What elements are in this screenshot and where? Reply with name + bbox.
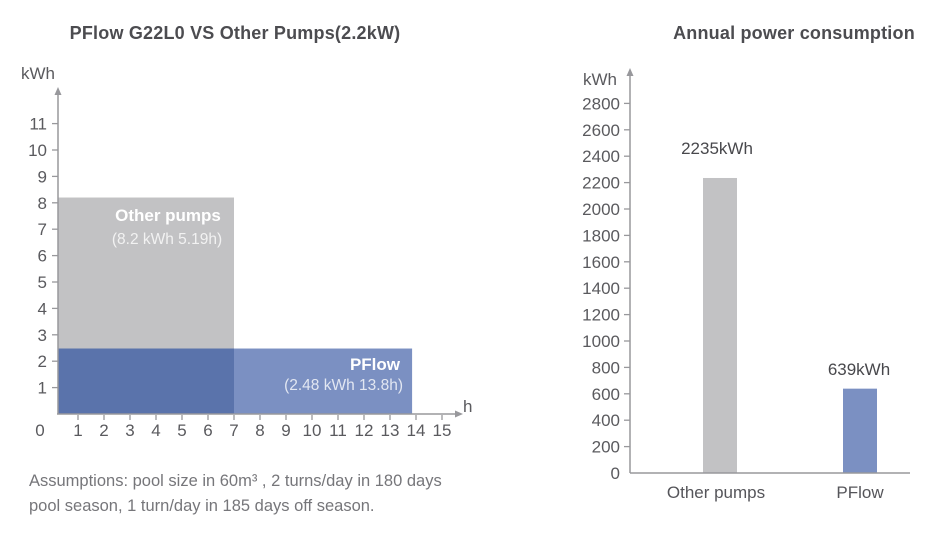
left-chart-title: PFlow G22L0 VS Other Pumps(2.2kW) [69, 23, 401, 43]
assumptions-line-1: Assumptions: pool size in 60m³ , 2 turns… [29, 472, 442, 490]
y-tick-label: 4 [38, 299, 47, 318]
energy-profile-chart-panel: 1 2 3 4 5 6 7 8 9 10 11 1 2 3 4 5 6 7 8 9 10 11 12 13 14 15 0 PFlo… [21, 23, 473, 519]
x-tick-label: 15 [433, 421, 452, 440]
x-tick-label: 14 [407, 421, 426, 440]
y-tick-label: 1000 [582, 332, 620, 351]
other-pumps-area-label: Other pumps [115, 206, 221, 225]
y-tick-label: 400 [592, 411, 620, 430]
x-tick-label: 10 [303, 421, 322, 440]
x-tick-label: 6 [203, 421, 212, 440]
y-tick-label: 9 [38, 167, 47, 186]
other-pumps-category-label: Other pumps [666, 483, 766, 502]
y-tick-label: 8 [38, 194, 47, 213]
y-tick-label: 3 [38, 326, 47, 345]
x-tick-label: 7 [229, 421, 238, 440]
x-tick-label: 8 [255, 421, 264, 440]
y-tick-label: 6 [38, 247, 47, 266]
x-tick-label: 3 [125, 421, 134, 440]
y-tick-label: 2000 [582, 200, 620, 219]
x-tick-label: 4 [151, 421, 160, 440]
pflow-area-detail: (2.48 kWh 13.8h) [284, 377, 403, 394]
y-tick-label: 200 [592, 438, 620, 457]
y-tick-label: 1800 [582, 226, 620, 245]
y-tick-label: 1 [38, 379, 47, 398]
pflow-area-label: PFlow [349, 355, 400, 374]
y-tick-label: 0 [611, 464, 620, 483]
other-pumps-value-label: 2235kWh [681, 139, 753, 158]
pflow-value-label: 639kWh [827, 360, 891, 379]
left-x-axis-unit-label: h [463, 397, 473, 416]
right-y-axis-arrow [626, 68, 634, 76]
y-tick-label: 5 [38, 273, 47, 292]
x-tick-label: 11 [329, 421, 347, 440]
annual-consumption-chart-panel: 0 200 400 600 800 1000 1200 1400 1600 1800 2000 220… [470, 0, 940, 537]
left-y-axis-unit-label: kWh [21, 64, 55, 83]
y-tick-label: 2600 [582, 121, 620, 140]
x-tick-label: 5 [177, 421, 186, 440]
pflow-category-label: PFlow [836, 483, 884, 502]
y-tick-label: 10 [28, 141, 47, 160]
left-x-axis-arrow [455, 410, 463, 418]
other-pumps-area-detail: (8.2 kWh 5.19h) [111, 231, 223, 248]
y-tick-label: 600 [592, 385, 620, 404]
y-tick-label: 2400 [582, 147, 620, 166]
y-tick-label: 2200 [582, 174, 620, 193]
annual-consumption-chart: 0 200 400 600 800 1000 1200 1400 1600 1800 2000 220… [582, 68, 910, 483]
x-tick-label: 12 [355, 421, 374, 440]
y-tick-label: 1400 [582, 279, 620, 298]
y-tick-label: 2 [38, 352, 47, 371]
y-tick-label: 1600 [582, 253, 620, 272]
left-y-axis-arrow [54, 87, 62, 95]
y-tick-label: 7 [38, 220, 47, 239]
assumptions-note: Assumptions: pool size in 60m³ , 2 turns… [29, 469, 442, 519]
y-tick-label: 1200 [582, 306, 620, 325]
origin-tick-label: 0 [35, 421, 44, 440]
right-chart-title: Annual power consumption [673, 23, 915, 43]
x-tick-label: 2 [99, 421, 108, 440]
y-tick-label: 800 [592, 358, 620, 377]
pflow-bar [843, 388, 877, 473]
x-tick-label: 9 [281, 421, 290, 440]
y-tick-label: 11 [29, 115, 47, 134]
x-tick-label: 1 [73, 421, 82, 440]
x-tick-label: 13 [381, 421, 400, 440]
assumptions-line-2: pool season, 1 turn/day in 185 days off … [29, 497, 375, 515]
other-pumps-bar [703, 177, 737, 474]
overlap-area [58, 348, 234, 414]
y-tick-label: 2800 [582, 94, 620, 113]
right-y-axis-unit-label: kWh [583, 70, 617, 89]
